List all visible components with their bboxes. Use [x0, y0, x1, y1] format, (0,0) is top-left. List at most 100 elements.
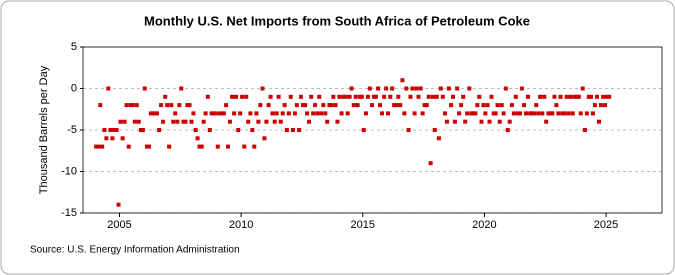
data-point: [373, 94, 378, 99]
data-point: [221, 111, 226, 116]
data-point: [333, 103, 338, 108]
data-point: [438, 86, 443, 91]
data-point: [487, 119, 492, 124]
data-point: [254, 111, 259, 116]
data-point: [592, 103, 597, 108]
data-point: [248, 111, 253, 116]
data-point: [525, 94, 530, 99]
data-point: [282, 103, 287, 108]
data-point: [268, 94, 273, 99]
data-point: [522, 103, 527, 108]
data-point: [351, 103, 356, 108]
data-point: [148, 111, 153, 116]
data-point: [576, 94, 581, 99]
data-point: [179, 86, 184, 91]
data-point: [493, 111, 498, 116]
data-point: [590, 111, 595, 116]
data-point: [157, 128, 162, 132]
data-point: [104, 136, 109, 141]
data-point: [323, 111, 328, 116]
data-point: [311, 111, 316, 116]
data-point: [463, 119, 468, 124]
data-point: [205, 94, 210, 99]
data-point: [120, 136, 125, 141]
data-point: [225, 144, 230, 149]
data-point: [244, 94, 249, 99]
data-point: [227, 119, 232, 124]
data-point: [479, 119, 484, 124]
data-point: [242, 144, 247, 149]
data-point: [345, 111, 350, 116]
data-point: [432, 128, 437, 132]
data-point: [440, 94, 445, 99]
data-point: [215, 144, 220, 149]
data-point: [96, 144, 101, 149]
data-point: [189, 119, 194, 124]
data-point: [353, 94, 358, 99]
data-point: [471, 111, 476, 116]
data-point: [98, 103, 103, 108]
data-point: [499, 103, 504, 108]
data-point: [507, 119, 512, 124]
y-tick-label: 5: [71, 41, 77, 53]
data-point: [534, 103, 539, 108]
data-point: [477, 94, 482, 99]
data-point: [183, 119, 188, 124]
data-point: [280, 111, 285, 116]
plot-frame: [82, 46, 663, 214]
data-point: [449, 103, 454, 108]
data-point: [388, 94, 393, 99]
data-point: [404, 86, 409, 91]
data-point: [290, 128, 295, 132]
data-point: [451, 94, 456, 99]
x-tick-label: 2025: [594, 219, 618, 231]
data-point: [260, 86, 265, 91]
data-point: [240, 94, 245, 99]
data-point: [568, 94, 573, 99]
data-point: [187, 103, 192, 108]
data-point: [171, 119, 176, 124]
data-point: [390, 86, 395, 91]
data-point: [519, 86, 524, 91]
data-point: [256, 119, 261, 124]
data-point: [297, 128, 302, 132]
data-point: [154, 111, 159, 116]
chart-title: Monthly U.S. Net Imports from South Afri…: [144, 13, 530, 28]
data-point: [505, 128, 510, 132]
data-point: [167, 144, 172, 149]
data-point: [199, 144, 204, 149]
data-point: [361, 128, 366, 132]
data-point: [232, 111, 237, 116]
data-point: [246, 119, 251, 124]
data-point: [169, 103, 174, 108]
data-point: [536, 111, 541, 116]
data-point: [278, 119, 283, 124]
data-point: [465, 111, 470, 116]
data-point: [130, 103, 135, 108]
data-point: [370, 103, 375, 108]
data-point: [163, 94, 168, 99]
data-point: [436, 136, 441, 141]
data-point: [230, 94, 235, 99]
data-point: [161, 119, 166, 124]
data-point: [116, 202, 121, 207]
data-point: [386, 111, 391, 116]
x-tick-label: 2015: [351, 219, 375, 231]
data-point: [420, 111, 425, 116]
y-axis-label: Thousand Barrels per Day: [38, 65, 50, 194]
data-point: [258, 103, 263, 108]
data-point: [552, 94, 557, 99]
data-point: [596, 119, 601, 124]
data-point: [509, 103, 514, 108]
data-point: [284, 128, 289, 132]
data-point: [173, 111, 178, 116]
data-point: [114, 128, 119, 132]
data-point: [234, 94, 239, 99]
data-point: [193, 128, 198, 132]
x-tick-label: 2010: [229, 219, 253, 231]
data-point: [108, 128, 113, 132]
data-point: [266, 103, 271, 108]
y-tick-label: 0: [71, 82, 77, 94]
data-point: [400, 78, 405, 83]
